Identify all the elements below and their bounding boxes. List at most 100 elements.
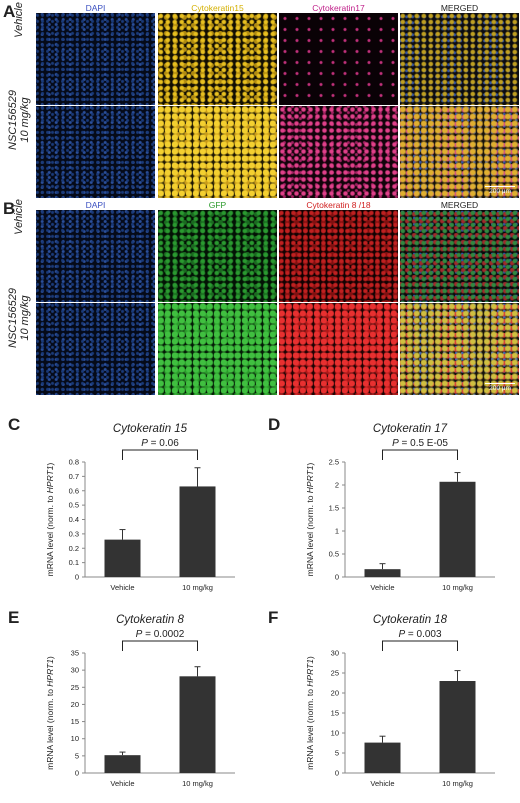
bar-chart-cytokeratin-18: F Cytokeratin 18 0 5 10 15 20 25 30 mRNA level (n… [268,608,495,788]
y-tick-label: 0.6 [69,486,79,495]
micrograph-a-nsc-merged: 200 μm [400,106,519,198]
channel-label-ck15: Cytokeratin15 [191,3,244,13]
panel-letter: C [8,415,20,434]
y-axis-label: mRNA level (norm. to HPRT1) [45,656,55,770]
channel-label-ck17: Cytokeratin17 [312,3,365,13]
chart-title: Cytokeratin 8 [116,614,184,626]
x-tick-label-0: Vehicle [370,583,394,592]
chart-title: Cytokeratin 15 [113,423,188,435]
y-tick-label: 0.3 [69,529,79,538]
y-tick-label: 25 [71,683,79,692]
row-label-nsc-a: NSC156529 10 mg/kg [7,90,31,150]
y-tick-label: 2.5 [329,458,339,467]
p-value-label: P = 0.06 [141,438,179,449]
y-tick-label: 2 [335,481,339,490]
bar-chart-cytokeratin-8: E Cytokeratin 8 0 5 10 15 20 25 30 35 mRNA level (… [8,608,235,788]
scale-bar-a: 200 μm [485,186,515,195]
x-tick-label-1: 10 mg/kg [182,583,213,592]
y-tick-label: 5 [75,751,79,760]
micrograph-a-vehicle-dapi [36,13,155,105]
y-tick-label: 35 [71,649,79,658]
y-tick-label: 0.5 [69,501,79,510]
significance-bracket [382,640,458,651]
scale-bar-b: 200 μm [485,383,515,392]
y-tick-label: 0.7 [69,472,79,481]
p-value-label: P = 0.5 E-05 [392,438,448,449]
panel-letter: D [268,415,280,434]
y-tick-label: 15 [331,709,339,718]
y-tick-label: 0.2 [69,544,79,553]
micrograph-b-vehicle-merged [400,210,519,302]
x-tick-label-0: Vehicle [370,779,394,788]
row-label-vehicle-a: Vehicle [13,2,25,38]
y-axis-label: mRNA level (norm. to HPRT1) [305,656,315,770]
micrograph-b-vehicle-dapi [36,210,155,302]
micrograph-b-nsc-ck818 [279,303,398,395]
channel-label-dapi-a: DAPI [85,3,106,13]
micrograph-b-nsc-merged: 200 μm [400,303,519,395]
p-value-label: P = 0.0002 [136,629,185,640]
y-tick-label: 0.8 [69,458,79,467]
channel-label-ck818: Cytokeratin 8 /18 [306,200,371,210]
bar-0 [104,539,141,577]
micrograph-b-nsc-dapi [36,303,155,395]
bar-chart-cytokeratin-17: D Cytokeratin 17 0 0.5 1 1.5 2 2.5 mRNA level (n… [268,415,495,592]
micrograph-a-vehicle-merged [400,13,519,105]
y-tick-label: 10 [331,729,339,738]
x-tick-label-0: Vehicle [110,779,134,788]
channel-label-merged-b: MERGED [440,200,479,210]
micrograph-b-vehicle-ck818 [279,210,398,302]
y-tick-label: 10 [71,734,79,743]
significance-bracket [382,449,458,460]
micrograph-a-vehicle-ck17 [279,13,398,105]
y-tick-label: 20 [331,689,339,698]
x-tick-label-0: Vehicle [110,583,134,592]
channel-label-merged-a: MERGED [440,3,479,13]
y-axis-label: mRNA level (norm. to HPRT1) [305,462,315,576]
x-tick-label-1: 10 mg/kg [442,779,473,788]
significance-bracket [122,640,198,651]
micrograph-a-nsc-dapi [36,106,155,198]
bar-1 [439,681,476,773]
panel-letter: E [8,608,19,627]
micrograph-b-vehicle-gfp [158,210,277,302]
significance-bracket [122,449,198,460]
y-tick-label: 0 [75,769,79,778]
micrograph-a-vehicle-ck15 [158,13,277,105]
bar-1 [179,676,216,773]
channel-label-gfp: GFP [208,200,227,210]
y-tick-label: 15 [71,717,79,726]
y-tick-label: 0 [335,573,339,582]
micrograph-a-nsc-ck15 [158,106,277,198]
bar-0 [364,569,401,577]
bar-1 [439,481,476,577]
y-axis-label: mRNA level (norm. to HPRT1) [45,462,55,576]
y-tick-label: 30 [71,666,79,675]
y-tick-label: 0.1 [69,558,79,567]
bar-0 [104,755,141,773]
bar-0 [364,742,401,773]
y-tick-label: 1.5 [329,504,339,513]
bar-1 [179,486,216,577]
bar-chart-cytokeratin-15: C Cytokeratin 15 0 0.1 0.2 0.3 0.4 0.5 0.6 0.7 0.8… [8,415,235,592]
panel-letter-a: A [3,2,16,21]
y-tick-label: 5 [335,749,339,758]
y-tick-label: 0 [335,769,339,778]
x-tick-label-1: 10 mg/kg [442,583,473,592]
y-tick-label: 25 [331,669,339,678]
y-tick-label: 0 [75,573,79,582]
y-tick-label: 0.4 [69,515,79,524]
p-value-label: P = 0.003 [398,629,442,640]
micrograph-b-nsc-gfp [158,303,277,395]
channel-label-dapi-b: DAPI [85,200,106,210]
panel-letter: F [268,608,278,627]
row-label-nsc-b: NSC156529 10 mg/kg [7,288,31,348]
chart-title: Cytokeratin 17 [373,423,448,435]
micrograph-a-nsc-ck17 [279,106,398,198]
panel-letter-b: B [3,199,16,218]
y-tick-label: 20 [71,700,79,709]
y-tick-label: 0.5 [329,550,339,559]
chart-title: Cytokeratin 18 [373,614,448,626]
x-tick-label-1: 10 mg/kg [182,779,213,788]
y-tick-label: 30 [331,649,339,658]
